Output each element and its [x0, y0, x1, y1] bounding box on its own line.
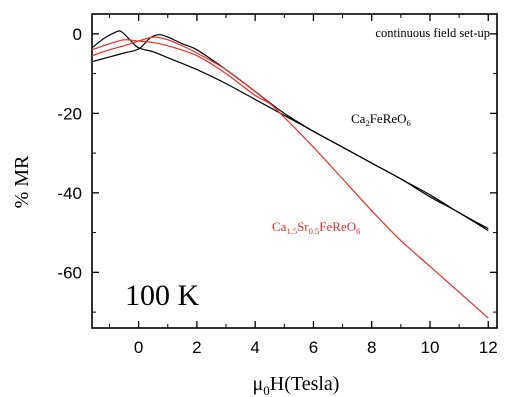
y-tick-label: -20 — [57, 104, 82, 123]
x-tick-label: 6 — [309, 338, 318, 357]
x-axis-title-sub: 0 — [263, 383, 270, 397]
series-line-0 — [91, 30, 489, 232]
ca2-label: Ca2FeReO6 — [351, 111, 411, 128]
x-axis-title: μ0H(Tesla) — [253, 373, 340, 397]
plot-frame — [91, 13, 498, 329]
series-line-3 — [91, 36, 271, 104]
y-axis-title: % MR — [11, 155, 33, 208]
series-line-2 — [91, 39, 489, 319]
y-tick-label: -40 — [57, 184, 82, 203]
y-tick-label: -60 — [57, 263, 82, 282]
x-axis-title-mu: μ — [253, 373, 264, 395]
ca15-label: Ca1.5Sr0.5FeReO6 — [272, 219, 360, 236]
x-tick-label: 0 — [134, 338, 143, 357]
x-tick-label: 10 — [421, 338, 440, 357]
x-tick-label: 4 — [250, 338, 259, 357]
x-axis-title-rest: H(Tesla) — [270, 373, 340, 395]
temperature-annotation: 100 K — [125, 279, 200, 312]
setup-annotation: continuous field set-up — [375, 26, 490, 40]
y-tick-label: 0 — [73, 25, 82, 44]
x-tick-label: 12 — [479, 338, 498, 357]
x-tick-label: 8 — [367, 338, 376, 357]
series-line-1 — [91, 34, 489, 230]
x-tick-label: 2 — [192, 338, 201, 357]
